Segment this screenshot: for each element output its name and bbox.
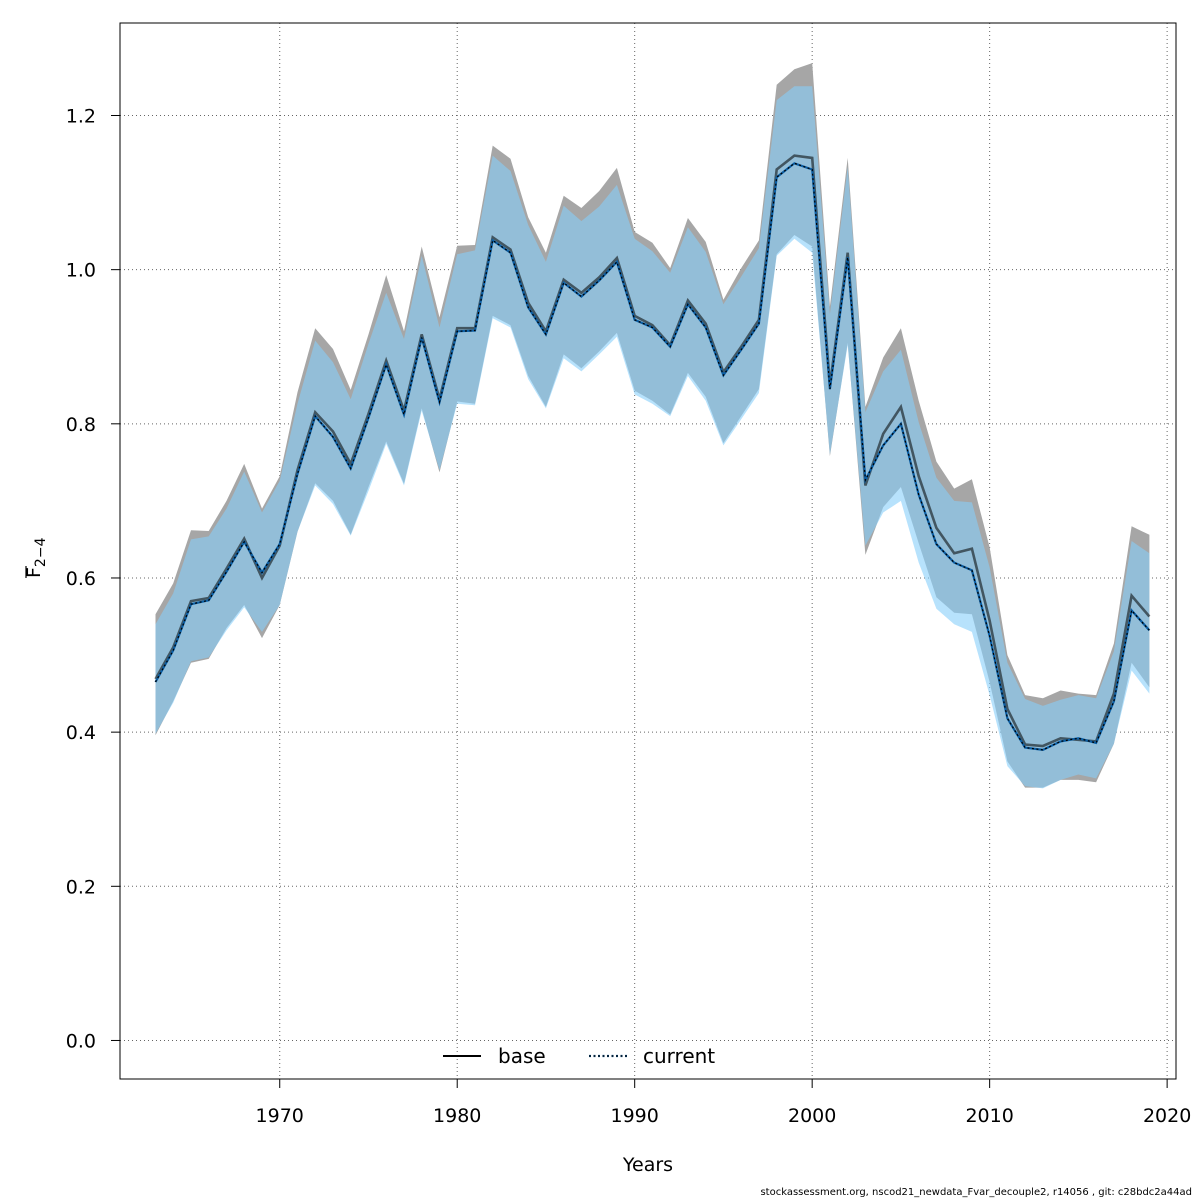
y-tick-label: 0.4 bbox=[66, 722, 96, 744]
x-tick-label: 2020 bbox=[1143, 1105, 1191, 1127]
x-tick-label: 1970 bbox=[256, 1105, 304, 1127]
svg-text:F2−4: F2−4 bbox=[23, 537, 49, 578]
y-axis: 0.0 0.2 0.4 0.6 0.8 1.0 1.2 bbox=[66, 105, 121, 1052]
x-axis: 1970 1980 1990 2000 2010 2020 bbox=[256, 1078, 1191, 1127]
y-tick-label: 0.2 bbox=[66, 876, 96, 898]
legend-current-label: current bbox=[643, 1044, 715, 1068]
grid-lines bbox=[120, 23, 1176, 1079]
footer-caption: stockassessment.org, nscod21_newdata_Fva… bbox=[760, 1187, 1192, 1198]
y-tick-label: 0.0 bbox=[66, 1030, 96, 1052]
legend: base current bbox=[443, 1044, 715, 1068]
confidence-bands bbox=[155, 63, 1150, 789]
y-axis-title: F2−4 bbox=[23, 537, 49, 578]
legend-base-label: base bbox=[498, 1044, 546, 1068]
x-tick-label: 1990 bbox=[611, 1105, 659, 1127]
y-axis-title-main: F bbox=[23, 567, 45, 578]
x-axis-title: Years bbox=[622, 1154, 673, 1176]
y-tick-label: 1.2 bbox=[66, 105, 96, 127]
x-tick-label: 2010 bbox=[965, 1105, 1013, 1127]
band-current bbox=[155, 86, 1150, 789]
x-tick-label: 2000 bbox=[788, 1105, 836, 1127]
line-current-dots bbox=[154, 162, 1150, 751]
y-tick-label: 1.0 bbox=[66, 260, 96, 282]
y-tick-label: 0.8 bbox=[66, 414, 96, 436]
y-axis-title-subscript: 2−4 bbox=[33, 537, 49, 567]
line-base bbox=[154, 154, 1151, 748]
series-lines bbox=[154, 154, 1151, 752]
x-tick-label: 1980 bbox=[433, 1105, 481, 1127]
y-tick-label: 0.6 bbox=[66, 568, 96, 590]
